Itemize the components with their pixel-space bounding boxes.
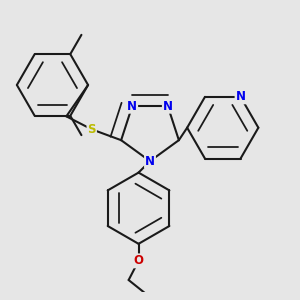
Text: O: O bbox=[134, 254, 143, 267]
Text: N: N bbox=[163, 100, 173, 113]
Text: S: S bbox=[88, 123, 96, 136]
Text: N: N bbox=[127, 100, 137, 113]
Text: N: N bbox=[145, 154, 155, 168]
Text: N: N bbox=[236, 90, 246, 104]
